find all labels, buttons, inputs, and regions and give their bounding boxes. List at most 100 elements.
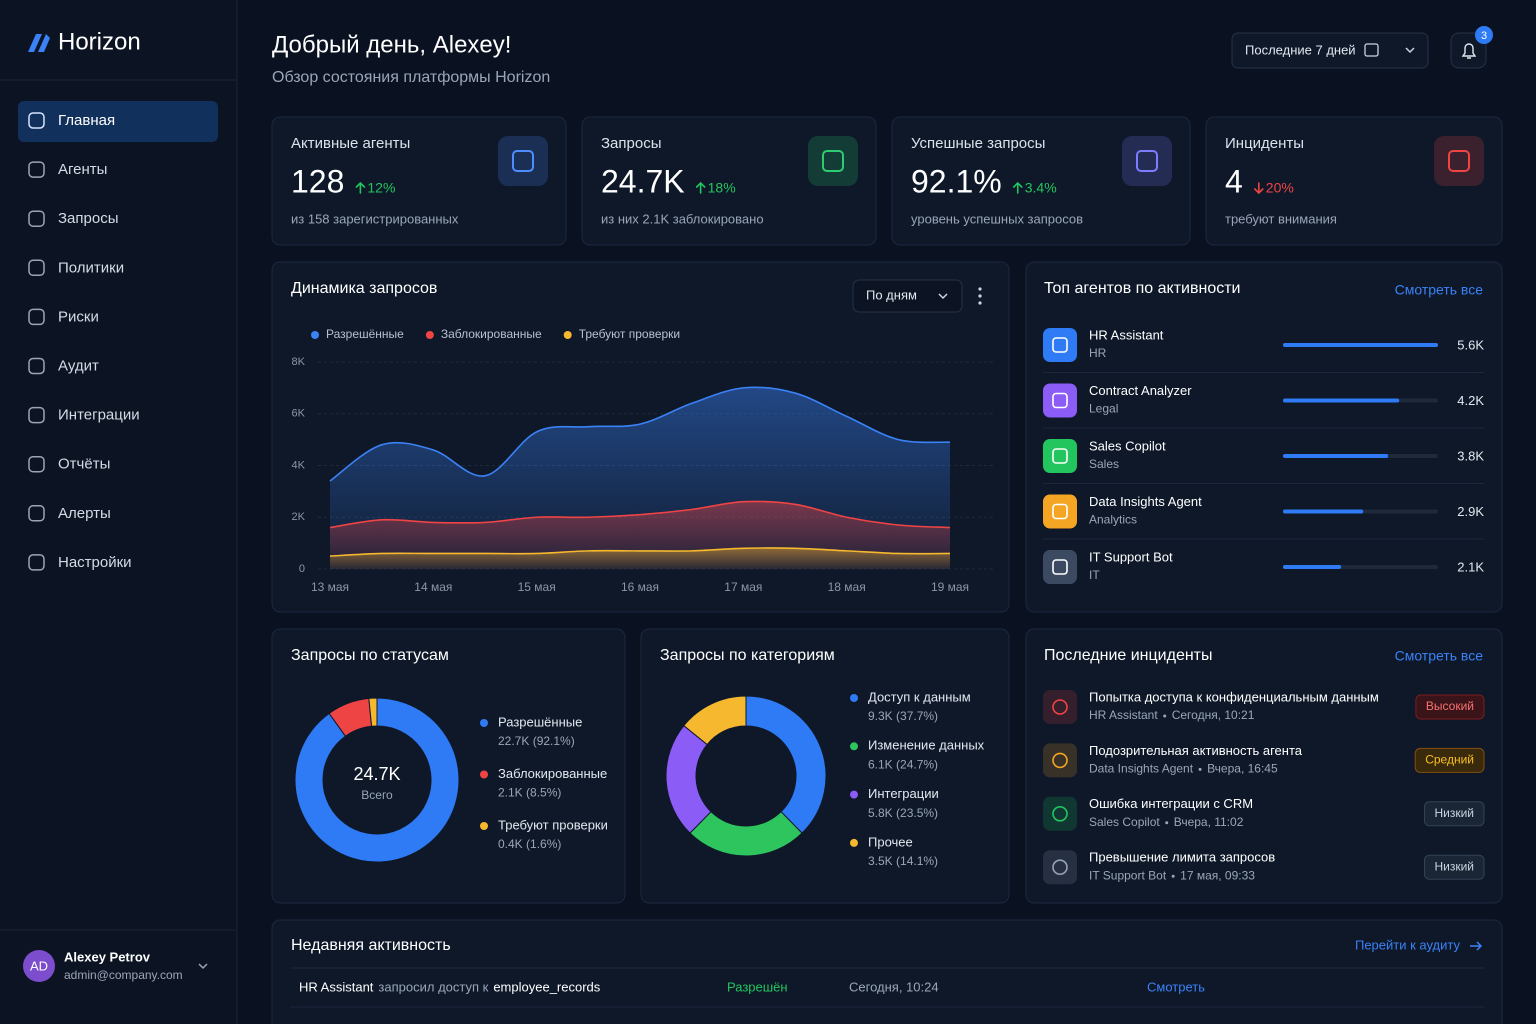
- activity-link[interactable]: Смотреть: [1147, 979, 1205, 994]
- nav-item[interactable]: Интеграции: [58, 407, 140, 424]
- card: [1205, 116, 1503, 246]
- incident-agent: Sales Copilot: [1089, 815, 1160, 829]
- period-label[interactable]: Последние 7 дней: [1245, 42, 1356, 57]
- period-select[interactable]: [852, 279, 963, 313]
- view-all-link[interactable]: Смотреть все: [1395, 648, 1484, 664]
- incident-icon: [1052, 805, 1068, 822]
- legend-value: 6.1K (24.7%): [868, 757, 938, 771]
- separator-dot: [1163, 714, 1167, 718]
- menu-dot: [978, 301, 982, 305]
- legend-label: Интеграции: [868, 786, 939, 801]
- arrow-icon: [1470, 941, 1483, 951]
- kpi-icon-box: [1122, 136, 1172, 186]
- donut-segment: [368, 697, 378, 727]
- incident-agent: HR Assistant: [1089, 708, 1158, 722]
- chevron-icon: [938, 293, 948, 300]
- avatar-initials: AD: [30, 958, 48, 973]
- card: [1025, 261, 1503, 613]
- legend-swatch: [850, 790, 858, 799]
- kpi-value: 4: [1225, 163, 1243, 199]
- legend-value: 0.4K (1.6%): [498, 837, 561, 851]
- period-select-label[interactable]: По дням: [866, 287, 917, 302]
- agent-name[interactable]: HR Assistant: [1089, 327, 1164, 342]
- activity-agent: HR Assistant: [299, 979, 374, 994]
- x-tick-label: 19 мая: [931, 580, 969, 594]
- nav-item[interactable]: Отчёты: [58, 456, 110, 473]
- legend-value: 9.3K (37.7%): [868, 709, 938, 723]
- legend-swatch: [850, 742, 858, 751]
- kpi-note: требуют внимания: [1225, 211, 1337, 226]
- legend-swatch: [850, 838, 858, 847]
- severity-badge: [1423, 854, 1485, 880]
- incident-title[interactable]: Превышение лимита запросов: [1089, 850, 1275, 865]
- chart-title: Динамика запросов: [291, 280, 437, 297]
- agent-name[interactable]: Sales Copilot: [1089, 438, 1166, 453]
- nav-item[interactable]: Настройки: [58, 554, 132, 571]
- trend-arrow: [1012, 181, 1023, 194]
- nav-item[interactable]: Риски: [58, 308, 99, 325]
- kpi-value: 128: [291, 163, 344, 199]
- donut-segment: [683, 695, 747, 746]
- nav-item[interactable]: Аудит: [58, 357, 99, 374]
- bar: [1283, 454, 1389, 458]
- incident-title[interactable]: Подозрительная активность агента: [1089, 743, 1303, 758]
- kpi-note: из них 2.1K заблокировано: [601, 211, 764, 226]
- user-name: Alexey Petrov: [64, 949, 151, 964]
- kpi-icon-box: [808, 136, 858, 186]
- incident-title[interactable]: Попытка доступа к конфиденциальным данны…: [1089, 689, 1379, 704]
- nav-item[interactable]: Главная: [58, 112, 115, 129]
- agent-value: 4.2K: [1457, 393, 1484, 408]
- series-line: [329, 547, 951, 557]
- incident-icon-box: [1043, 690, 1077, 724]
- incident-title[interactable]: Ошибка интеграции с CRM: [1089, 796, 1253, 811]
- series-line: [329, 500, 951, 529]
- nav-item[interactable]: Политики: [58, 259, 124, 276]
- x-tick-label: 13 мая: [311, 580, 349, 594]
- severity-badge: [1414, 747, 1485, 773]
- nav-item[interactable]: Агенты: [58, 161, 107, 178]
- nav-item[interactable]: Запросы: [58, 210, 119, 227]
- agent-icon-box: [1043, 550, 1077, 584]
- audit-link[interactable]: Перейти к аудиту: [1355, 937, 1461, 952]
- legend-value: 22.7K (92.1%): [498, 734, 575, 748]
- legend-swatch: [563, 331, 572, 339]
- bar: [1283, 565, 1342, 569]
- incident-agent: Data Insights Agent: [1089, 762, 1194, 776]
- incident-icon: [1052, 752, 1068, 769]
- agent-name[interactable]: IT Support Bot: [1089, 549, 1173, 564]
- brand-name: Horizon: [58, 28, 141, 55]
- agent-name[interactable]: Contract Analyzer: [1089, 383, 1192, 398]
- agent-icon: [1052, 448, 1068, 464]
- legend-value: 5.8K (23.5%): [868, 806, 938, 820]
- card-title: Недавняя активность: [291, 937, 451, 954]
- x-tick-label: 15 мая: [518, 580, 556, 594]
- kpi-icon: [1448, 150, 1470, 172]
- page-title: Добрый день, Alexey!: [272, 31, 511, 58]
- legend-label: Требуют проверки: [498, 817, 608, 832]
- agent-team: Legal: [1089, 402, 1118, 416]
- nav-icon: [28, 406, 45, 424]
- user-email: admin@company.com: [64, 968, 183, 982]
- agent-icon-box: [1043, 328, 1077, 362]
- series-line: [329, 386, 951, 482]
- view-all-link[interactable]: Смотреть все: [1395, 282, 1484, 298]
- incident-time: Вчера, 16:45: [1207, 762, 1278, 776]
- incident-time: Вчера, 11:02: [1174, 815, 1244, 829]
- legend-value: 3.5K (14.1%): [868, 854, 938, 868]
- card: [891, 116, 1191, 246]
- agent-name[interactable]: Data Insights Agent: [1089, 494, 1202, 509]
- trend-arrow: [355, 181, 366, 194]
- agent-value: 2.9K: [1457, 504, 1484, 519]
- period-picker[interactable]: [1231, 32, 1429, 69]
- kpi-note: уровень успешных запросов: [911, 211, 1083, 226]
- chevron-icon: [1405, 47, 1415, 54]
- nav-item[interactable]: Алерты: [58, 505, 111, 522]
- agent-icon: [1052, 337, 1068, 353]
- bar: [1283, 398, 1400, 403]
- kpi-change: 3.4%: [1025, 180, 1057, 196]
- notifications-button[interactable]: [1450, 32, 1487, 69]
- separator-dot: [1165, 821, 1169, 825]
- area-fill: [330, 547, 950, 569]
- legend-label: Заблокированные: [441, 327, 542, 341]
